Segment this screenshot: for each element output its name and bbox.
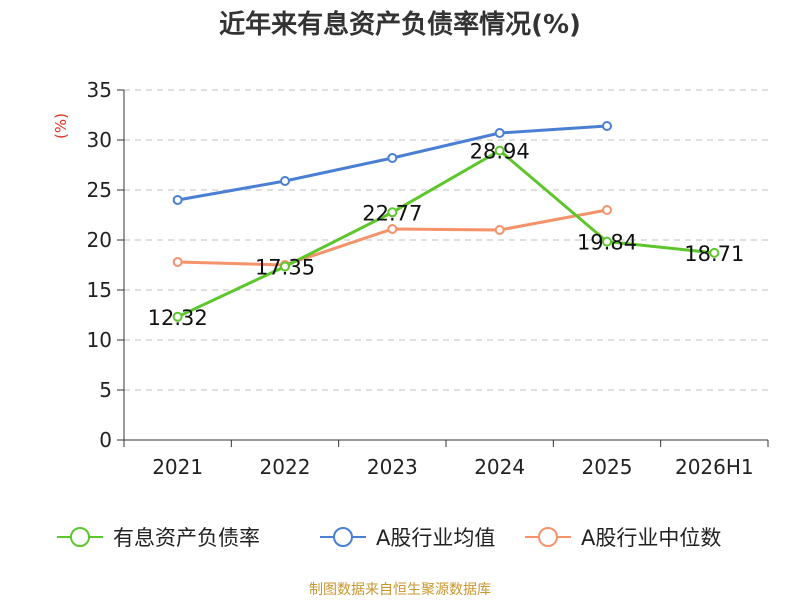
data-label: 19.84 — [577, 231, 637, 255]
y-tick-label: 5 — [99, 378, 112, 402]
series-0-line — [176, 149, 716, 319]
legend-label: A股行业均值 — [376, 526, 495, 550]
series-2-point — [602, 205, 612, 215]
series-0-point — [709, 247, 720, 258]
x-tick-label: 2025 — [582, 455, 633, 479]
x-tick-label: 2024 — [474, 455, 525, 479]
legend-marker — [70, 527, 90, 547]
y-tick-label: 0 — [99, 428, 112, 452]
x-tick-label: 2023 — [367, 455, 418, 479]
data-labels: 12.32 17.35 22.77 28.94 19.84 18.71 — [148, 140, 745, 330]
y-tick-label: 25 — [87, 178, 112, 202]
series-2-point — [172, 257, 183, 267]
series-0-point — [172, 311, 183, 322]
series-1-point — [602, 121, 612, 131]
series-1-point — [172, 195, 183, 205]
legend-marker — [538, 527, 558, 547]
series-1-point — [280, 176, 290, 186]
series-2-point — [387, 224, 398, 234]
data-label: 22.77 — [362, 201, 422, 225]
legend-label: 有息资产负债率 — [113, 526, 260, 550]
y-tick-label: 20 — [87, 228, 112, 252]
y-tick-label: 10 — [87, 328, 112, 352]
y-axis-label: (%) — [52, 113, 70, 139]
x-tick-label: 2022 — [260, 455, 311, 479]
data-label: 12.32 — [148, 306, 208, 330]
data-label: 28.94 — [470, 140, 530, 164]
legend-item[interactable]: A股行业均值 — [320, 526, 495, 550]
chart-title: 近年来有息资产负债率情况(%) — [219, 10, 581, 40]
y-tick-label: 15 — [87, 278, 112, 302]
series-0-point — [387, 207, 398, 218]
x-tick-label: 2026H1 — [675, 455, 754, 479]
legend-item[interactable]: 有息资产负债率 — [57, 526, 260, 550]
source-footer: 制图数据来自恒生聚源数据库 — [309, 582, 491, 598]
legend[interactable]: 有息资产负债率 A股行业均值 A股行业中位数 — [57, 526, 721, 550]
legend-marker — [333, 527, 353, 547]
series-0-point — [494, 145, 505, 156]
series-0-point — [280, 261, 290, 272]
data-label: 17.35 — [255, 256, 315, 280]
legend-label: A股行业中位数 — [581, 526, 721, 550]
x-tick-label: 2021 — [152, 455, 203, 479]
grid-lines — [124, 89, 768, 391]
data-label: 18.71 — [684, 242, 744, 266]
series-lines — [172, 121, 720, 322]
series-1-point — [387, 153, 398, 163]
y-tick-label: 35 — [87, 78, 112, 102]
legend-item[interactable]: A股行业中位数 — [525, 526, 721, 550]
series-1-point — [494, 128, 505, 138]
y-tick-label: 30 — [87, 128, 112, 152]
series-2-point — [494, 225, 505, 235]
series-0-point — [602, 236, 612, 247]
